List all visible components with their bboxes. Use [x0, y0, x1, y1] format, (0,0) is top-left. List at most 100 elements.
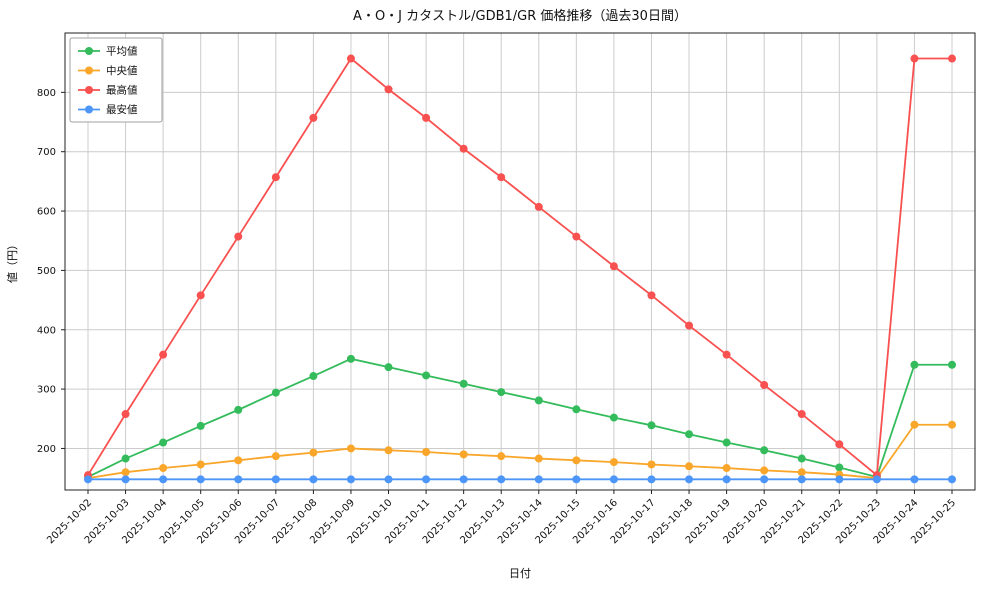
marker-min	[84, 475, 92, 484]
y-tick-label: 200	[37, 444, 56, 455]
marker-mean	[534, 396, 543, 405]
marker-max	[196, 291, 205, 300]
marker-mean	[797, 454, 806, 463]
marker-min	[159, 475, 168, 484]
marker-min	[872, 475, 881, 484]
marker-median	[271, 452, 280, 461]
marker-median	[572, 456, 581, 465]
marker-mean	[159, 438, 168, 447]
marker-mean	[422, 371, 431, 380]
legend-frame	[69, 37, 163, 123]
y-tick-label: 800	[37, 88, 56, 99]
marker-max	[309, 113, 318, 122]
marker-mean	[497, 388, 506, 397]
marker-mean	[835, 463, 844, 472]
gridlines	[65, 33, 975, 490]
marker-mean	[910, 360, 919, 369]
legend-label-median: 中央値	[106, 64, 138, 77]
marker-median	[384, 446, 393, 455]
marker-min	[534, 475, 543, 484]
y-tick-label: 500	[37, 266, 56, 277]
marker-median	[121, 468, 130, 477]
marker-max	[835, 440, 844, 449]
legend-label-mean: 平均値	[106, 45, 138, 58]
marker-min	[309, 475, 318, 484]
marker-max	[910, 54, 919, 63]
y-axis-label: 値（円）	[6, 239, 19, 283]
marker-median	[797, 468, 806, 477]
marker-min	[797, 475, 806, 484]
legend-item-max: 最高値	[78, 84, 138, 97]
marker-median	[346, 444, 355, 453]
marker-median	[534, 454, 543, 463]
marker-median	[609, 458, 618, 467]
marker-min	[722, 475, 731, 484]
marker-min	[685, 475, 694, 484]
marker-min	[121, 475, 130, 484]
legend-item-median: 中央値	[78, 64, 138, 77]
chart-title: A・O・J カタストル/GDB1/GR 価格推移（過去30日間）	[353, 8, 687, 24]
marker-max	[572, 232, 581, 241]
marker-median	[948, 420, 956, 429]
marker-mean	[948, 360, 956, 369]
y-tick-label: 700	[37, 147, 56, 158]
marker-max	[234, 232, 243, 241]
marker-max	[797, 410, 806, 419]
marker-median	[422, 448, 431, 457]
marker-mean	[760, 446, 769, 455]
marker-max	[948, 54, 956, 63]
marker-mean	[121, 454, 130, 463]
marker-max	[722, 350, 731, 359]
legend-marker-min	[85, 105, 93, 114]
marker-max	[422, 113, 431, 122]
marker-max	[459, 144, 468, 153]
marker-min	[459, 475, 468, 484]
marker-median	[760, 466, 769, 475]
legend-item-min: 最安値	[78, 103, 138, 116]
marker-mean	[234, 405, 243, 414]
marker-median	[459, 450, 468, 459]
legend-marker-mean	[85, 47, 93, 55]
marker-min	[234, 475, 243, 484]
marker-median	[159, 464, 168, 473]
marker-mean	[346, 354, 355, 363]
marker-mean	[459, 379, 468, 388]
series-line-median	[87, 423, 952, 480]
marker-mean	[196, 421, 205, 430]
marker-mean	[384, 363, 393, 372]
marker-min	[948, 475, 956, 484]
marker-max	[534, 202, 543, 211]
marker-median	[196, 460, 205, 469]
x-axis-label: 日付	[509, 567, 531, 580]
legend-label-max: 最高値	[106, 84, 138, 97]
marker-mean	[572, 405, 581, 414]
marker-median	[309, 448, 318, 457]
marker-max	[647, 291, 656, 300]
marker-max	[121, 410, 130, 419]
marker-min	[647, 475, 656, 484]
marker-max	[159, 350, 168, 359]
legend-label-min: 最安値	[106, 103, 138, 116]
marker-median	[910, 420, 919, 429]
marker-median	[685, 462, 694, 471]
marker-min	[609, 475, 618, 484]
marker-max	[271, 173, 280, 182]
marker-min	[910, 475, 919, 484]
marker-min	[422, 475, 431, 484]
marker-max	[384, 85, 393, 94]
y-tick-label: 600	[37, 207, 56, 218]
marker-median	[647, 460, 656, 469]
marker-max	[609, 262, 618, 271]
marker-mean	[722, 438, 731, 447]
marker-median	[234, 456, 243, 465]
series-line-max	[87, 57, 952, 477]
marker-max	[760, 380, 769, 389]
legend-marker-max	[85, 86, 93, 94]
marker-mean	[647, 421, 656, 430]
marker-min	[835, 475, 844, 484]
y-tick-label: 300	[37, 385, 56, 396]
axes: 2025-10-022025-10-032025-10-042025-10-05…	[37, 32, 976, 546]
